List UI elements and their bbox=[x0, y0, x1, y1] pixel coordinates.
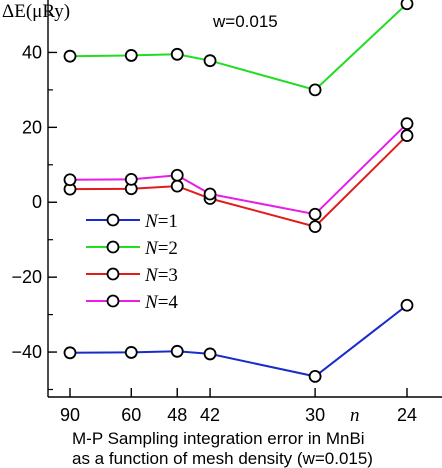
data-point bbox=[308, 370, 322, 383]
x-tick-label: 48 bbox=[167, 405, 187, 425]
x-tick-label: 24 bbox=[397, 405, 417, 425]
data-point bbox=[400, 117, 414, 130]
series-1 bbox=[63, 298, 414, 383]
data-point bbox=[308, 220, 322, 233]
series-layer bbox=[63, 0, 414, 383]
legend-item: N=3 bbox=[86, 265, 178, 286]
data-point bbox=[308, 207, 322, 221]
legend-label: N=2 bbox=[144, 238, 178, 259]
legend-label: N=3 bbox=[144, 265, 178, 286]
data-point bbox=[124, 49, 138, 62]
y-tick-label: −20 bbox=[11, 267, 42, 287]
data-point bbox=[203, 347, 217, 361]
x-tick-label: 30 bbox=[305, 405, 325, 425]
legend-marker bbox=[106, 267, 120, 281]
data-point bbox=[170, 168, 184, 182]
series-3 bbox=[63, 129, 414, 233]
series-line bbox=[69, 134, 408, 228]
legend-marker bbox=[106, 294, 120, 308]
legend-marker bbox=[106, 240, 120, 254]
data-point bbox=[203, 54, 217, 68]
data-point bbox=[124, 172, 138, 186]
data-point bbox=[203, 187, 217, 201]
caption-line-1: M-P Sampling integration error in MnBi bbox=[72, 429, 365, 448]
chart-annotation: w=0.015 bbox=[212, 12, 278, 31]
data-point bbox=[400, 129, 414, 142]
legend-label: N=4 bbox=[144, 292, 178, 313]
data-point bbox=[124, 346, 138, 359]
legend: N=1 N=2 N=3 N=4 bbox=[86, 211, 178, 313]
data-point bbox=[400, 0, 414, 11]
x-axis-ticks: 90 60 48 42 30 24 bbox=[60, 388, 417, 425]
legend-marker bbox=[106, 213, 120, 227]
series-4 bbox=[63, 117, 414, 221]
y-tick-label: 20 bbox=[22, 117, 42, 137]
y-tick-label: 40 bbox=[22, 42, 42, 62]
y-tick-label: −40 bbox=[11, 342, 42, 362]
y-tick-label: 0 bbox=[32, 192, 42, 212]
legend-label: N=1 bbox=[144, 211, 178, 232]
data-point bbox=[170, 47, 184, 61]
data-point bbox=[170, 344, 184, 358]
legend-item: N=1 bbox=[86, 211, 178, 232]
series-line bbox=[69, 2, 408, 92]
data-point bbox=[308, 83, 322, 97]
data-point bbox=[400, 298, 414, 312]
x-tick-label: 90 bbox=[60, 405, 80, 425]
series-line bbox=[69, 304, 408, 378]
x-tick-label: 42 bbox=[200, 405, 220, 425]
y-axis-ticks: −40 −20 0 20 40 bbox=[11, 14, 57, 391]
legend-item: N=4 bbox=[86, 292, 178, 313]
data-point bbox=[63, 173, 77, 187]
data-point bbox=[63, 49, 77, 63]
y-axis-label: ΔE(μRy) bbox=[2, 1, 70, 22]
caption-line-2: as a function of mesh density (w=0.015) bbox=[72, 449, 373, 468]
legend-item: N=2 bbox=[86, 238, 178, 259]
data-point bbox=[63, 346, 77, 360]
series-2 bbox=[63, 0, 414, 97]
x-axis-label: n bbox=[350, 405, 360, 426]
data-point bbox=[170, 179, 184, 193]
x-tick-label: 60 bbox=[121, 405, 141, 425]
series-line bbox=[69, 122, 408, 216]
